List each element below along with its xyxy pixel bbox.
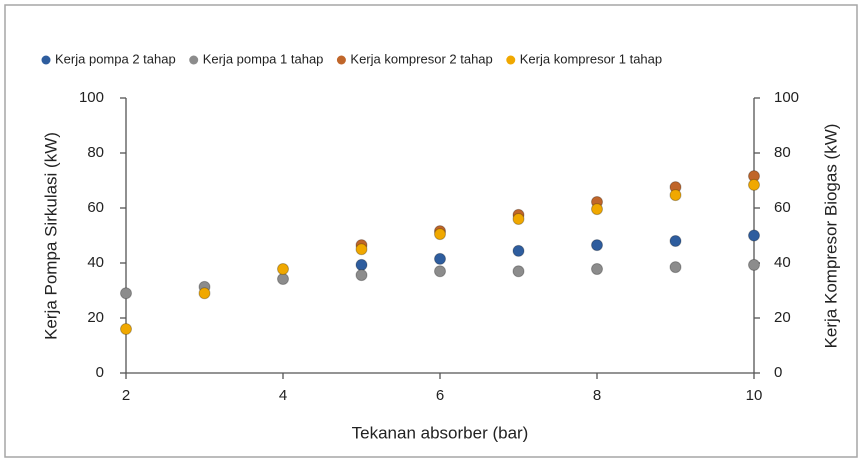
point: [355, 258, 368, 271]
y2-axis-label: Kerja Kompresor Biogas (kW): [821, 124, 840, 349]
point: [512, 213, 525, 225]
point: [355, 269, 368, 282]
legend-label: Kerja pompa 1 tahap: [203, 51, 324, 66]
x-tick-label: 2: [122, 387, 130, 404]
x-axis-label: Tekanan absorber (bar): [352, 423, 529, 442]
y-tick-label: 100: [79, 89, 104, 106]
x-tick-label: 4: [279, 387, 287, 404]
point: [748, 178, 760, 191]
point: [120, 323, 132, 335]
point: [591, 263, 603, 276]
y2-tick-label: 100: [774, 89, 799, 106]
point: [669, 261, 682, 274]
y2-tick-label: 40: [774, 254, 791, 271]
point: [669, 189, 682, 202]
legend-label: Kerja pompa 2 tahap: [55, 51, 176, 66]
y2-tick-label: 80: [774, 144, 791, 161]
x-tick-label: 6: [436, 387, 444, 404]
y-tick-label: 40: [87, 254, 104, 271]
point: [748, 258, 760, 271]
y-tick-label: 20: [87, 309, 104, 326]
legend-label: Kerja kompresor 2 tahap: [350, 51, 492, 66]
x-tick-label: 10: [746, 387, 763, 404]
y-tick-label: 60: [87, 199, 104, 216]
point: [434, 228, 446, 241]
point: [434, 252, 446, 265]
legend-marker: [189, 55, 199, 65]
point: [277, 272, 289, 285]
y2-tick-label: 60: [774, 199, 791, 216]
point: [512, 244, 525, 257]
point: [120, 287, 132, 300]
legend-marker: [336, 55, 346, 65]
x-tick-label: 8: [593, 387, 601, 404]
legend-marker: [41, 55, 51, 65]
point: [669, 235, 682, 247]
point: [591, 239, 603, 252]
legend-marker: [506, 55, 516, 65]
point: [277, 263, 289, 276]
point: [198, 287, 211, 300]
chart-border: [4, 4, 858, 458]
point: [591, 203, 603, 216]
y2-tick-label: 20: [774, 309, 791, 326]
y2-tick-label: 0: [774, 364, 782, 381]
legend-label: Kerja kompresor 1 tahap: [520, 51, 662, 66]
point: [434, 265, 446, 278]
point: [748, 229, 760, 242]
point: [512, 265, 525, 278]
y-tick-label: 80: [87, 144, 104, 161]
y-axis-label: Kerja Pompa Sirkulasi (kW): [41, 132, 60, 340]
point: [355, 243, 368, 256]
y-tick-label: 0: [96, 364, 104, 381]
